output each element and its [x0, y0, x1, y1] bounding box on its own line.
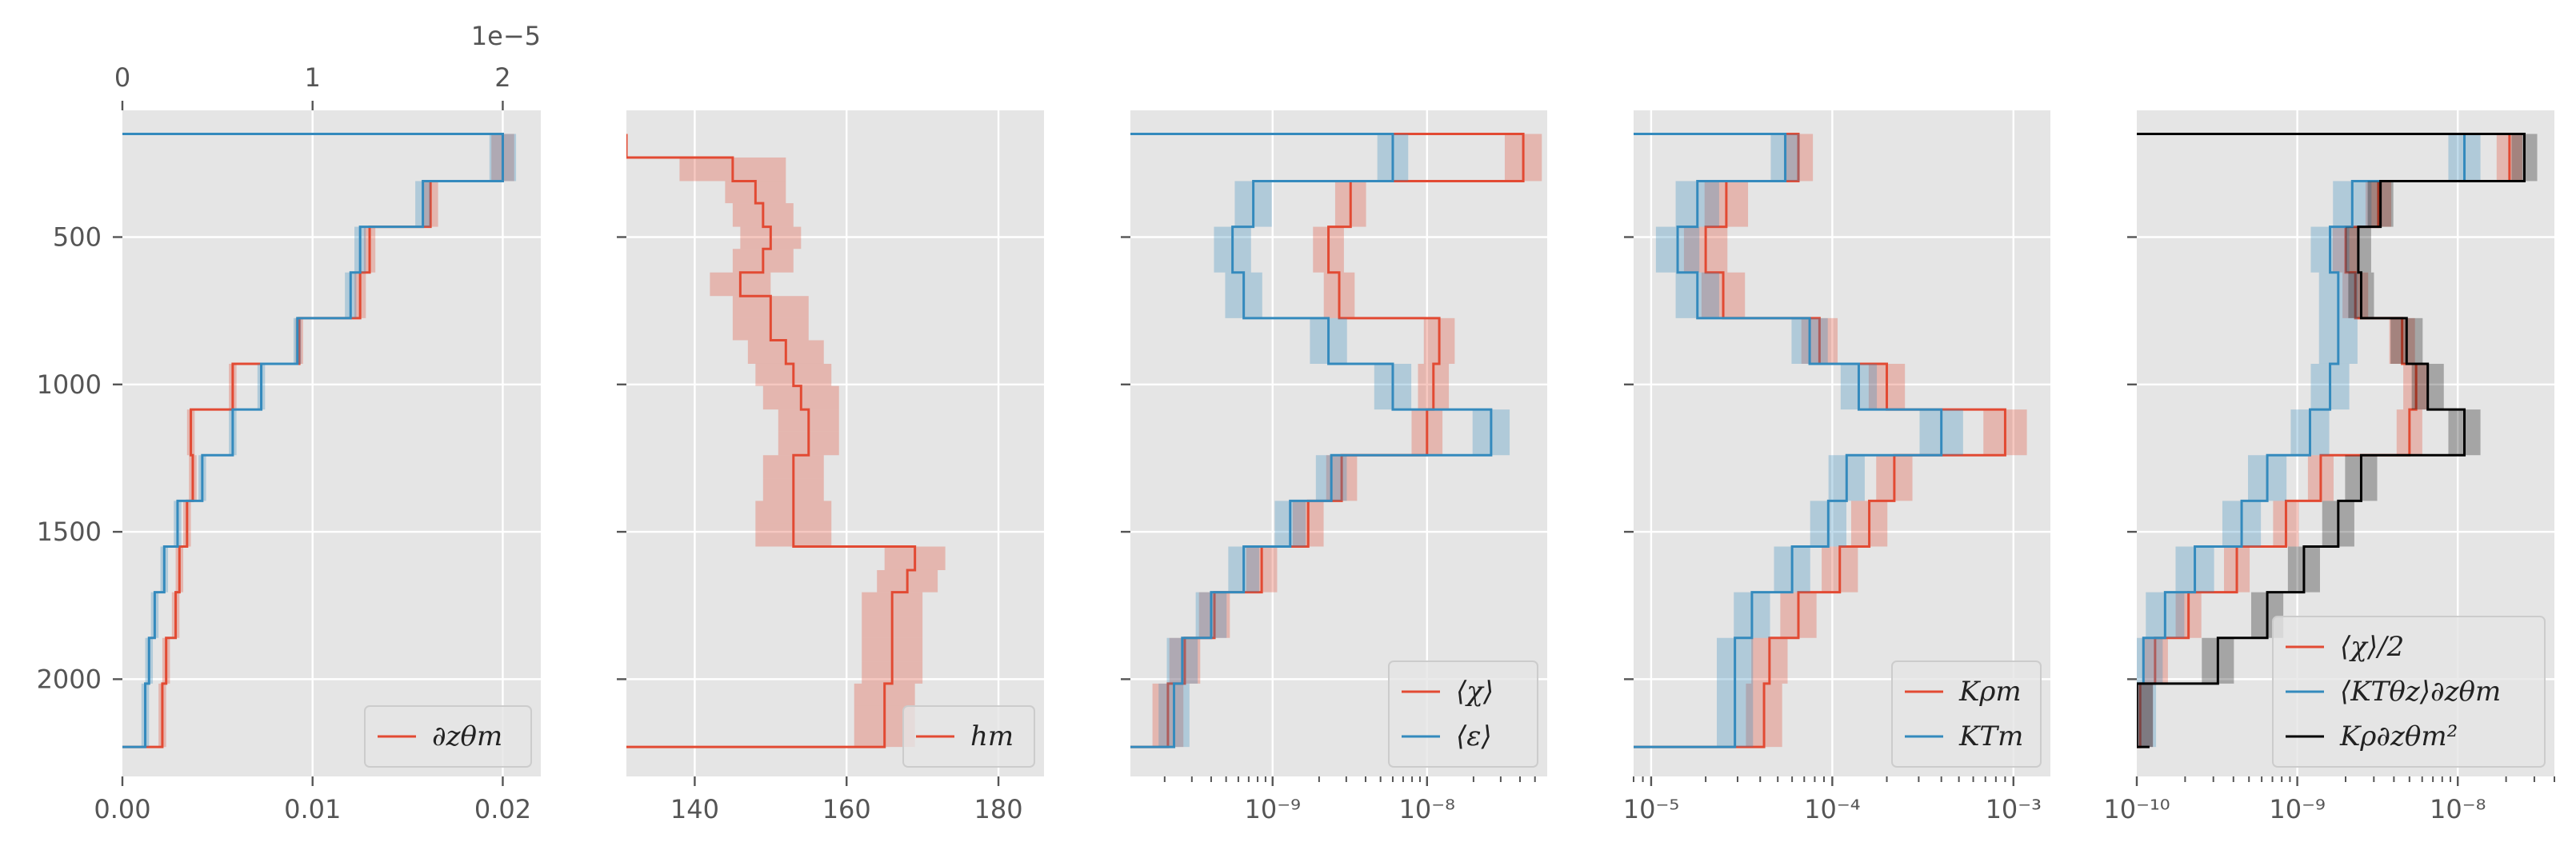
panel-chi-eps: 10⁻⁹ 10⁻⁸ ⟨χ⟩ ⟨ε⟩ — [1121, 110, 1547, 824]
plot-background — [122, 110, 541, 776]
plot-area — [1130, 132, 1542, 748]
x-tick-label: 0.02 — [474, 794, 531, 824]
legend-label: ∂zθm — [432, 720, 502, 752]
legend-label: ⟨χ⟩/2 — [2340, 631, 2404, 663]
legend-box — [364, 705, 532, 768]
x-tick-label: 10⁻⁹ — [1245, 794, 1301, 824]
x-tick-label: 0.01 — [284, 794, 341, 824]
top-tick-label: 1 — [305, 62, 321, 93]
panel-K: 10⁻⁵ 10⁻⁴ 10⁻³ Kρm KTm — [1623, 110, 2050, 824]
plot-area — [122, 132, 517, 748]
x-tick-label: 10⁻³ — [1986, 794, 2042, 824]
legend-label: KTm — [1958, 720, 2023, 752]
plot-area — [1634, 132, 2027, 748]
series-line — [122, 132, 504, 748]
plot-background — [626, 110, 1044, 776]
x-tick-label: 10⁻⁵ — [1623, 794, 1679, 824]
legend: ⟨χ⟩/2 ⟨KTθz⟩∂zθm Kρ∂zθm² — [2272, 616, 2546, 768]
legend-label: ⟨ε⟩ — [1456, 720, 1492, 752]
legend-box — [1891, 660, 2042, 768]
uncertainty-band — [2137, 683, 2154, 748]
y-tick-label: 500 — [53, 221, 102, 252]
series-line — [2137, 132, 2526, 748]
legend-label: ⟨KTθz⟩∂zθm — [2340, 676, 2501, 708]
x-tick-label: 10⁻⁴ — [1804, 794, 1860, 824]
plot-area — [626, 134, 946, 748]
legend-label: ⟨χ⟩ — [1456, 676, 1494, 708]
top-tick-label: 0 — [114, 62, 130, 93]
legend: ∂zθm — [364, 705, 532, 768]
series-line — [626, 134, 917, 748]
top-tick-label: 2 — [494, 62, 510, 93]
legend-box — [2272, 616, 2546, 768]
series-line — [1634, 132, 2006, 748]
uncertainty-band — [2137, 637, 2163, 684]
legend: ⟨χ⟩ ⟨ε⟩ — [1388, 660, 1538, 768]
x-tick-label: 180 — [974, 794, 1023, 824]
uncertainty-band — [2137, 683, 2157, 748]
legend-label: Kρm — [1958, 676, 2022, 708]
legend-label: Kρ∂zθm² — [2339, 720, 2458, 752]
x-tick-label: 10⁻⁸ — [1399, 794, 1455, 824]
top-axis-exponent: 1e−5 — [471, 21, 541, 51]
legend: Kρm KTm — [1891, 660, 2042, 768]
x-tick-label: 10⁻⁹ — [2269, 794, 2325, 824]
series-line — [1130, 132, 1493, 748]
panel-h: 140 160 180 hm — [617, 110, 1044, 824]
y-tick-label: 1000 — [37, 369, 102, 400]
legend-box — [1388, 660, 1538, 768]
x-tick-label: 10⁻⁸ — [2430, 794, 2486, 824]
x-tick-label: 160 — [822, 794, 871, 824]
legend-box — [902, 705, 1035, 768]
x-tick-label: 0.00 — [94, 794, 150, 824]
x-tick-label: 140 — [670, 794, 719, 824]
legend-label: hm — [970, 720, 1014, 752]
series-line — [2137, 132, 2466, 748]
y-tick-label: 1500 — [37, 517, 102, 547]
y-tick-label: 2000 — [37, 664, 102, 694]
plot-area — [2137, 132, 2538, 748]
x-tick-label: 10⁻¹⁰ — [2103, 794, 2170, 824]
panel-dtheta: 0.00 0.01 0.02 500 1000 1500 2000 0 1 2 1e−5 ∂zθm — [37, 21, 541, 824]
series-line — [1634, 132, 1943, 748]
legend: hm — [902, 705, 1035, 768]
panel-balance: 10⁻¹⁰ 10⁻⁹ 10⁻⁸ ⟨χ⟩/2 ⟨KTθz⟩∂zθm Kρ∂zθm² — [2103, 110, 2555, 824]
